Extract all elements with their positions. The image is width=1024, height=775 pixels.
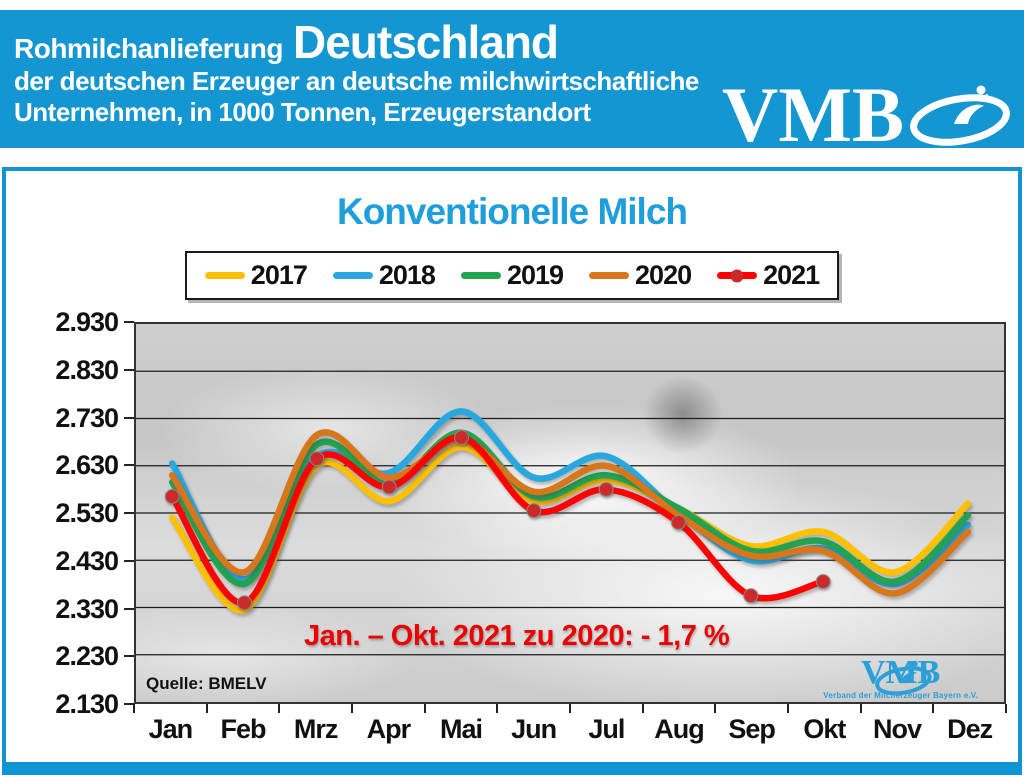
y-axis-label: 2.730: [55, 402, 119, 433]
vmb-logo-text: VMB: [722, 71, 904, 158]
x-axis-label-feb: Feb: [220, 714, 266, 744]
y-axis-label: 2.530: [55, 498, 119, 528]
x-axis-tick: [787, 704, 789, 713]
y-axis-label: 2.330: [55, 593, 119, 624]
chart-panel: Konventionelle Milch 2017 2018 2019 2020 202…: [2, 167, 1022, 775]
y-axis-tick: [124, 703, 134, 705]
x-axis-label-apr: Apr: [366, 714, 411, 744]
legend-item-2021: 2021: [717, 260, 820, 291]
x-axis-tick: [714, 704, 717, 713]
x-axis-label-nov: Nov: [872, 714, 922, 744]
legend-swatch-2017: [204, 272, 245, 279]
source-label: Quelle: BMELV: [146, 674, 267, 693]
legend-label-2019: 2019: [506, 260, 564, 290]
x-axis-tick: [205, 704, 208, 713]
annotation: Jan. – Okt. 2021 zu 2020: - 1,7 %: [304, 620, 730, 652]
legend-item-2020: 2020: [589, 260, 692, 291]
x-axis-label-sep: Sep: [728, 714, 776, 744]
y-axis-tick: [124, 321, 134, 323]
y-axis-label: 2.430: [55, 545, 119, 576]
legend-swatch-2020: [589, 272, 630, 279]
vmb-logo: VMB: [722, 76, 1012, 154]
legend-item-2017: 2017: [204, 260, 308, 291]
data-point-2021: [454, 429, 469, 445]
data-point-2021: [526, 503, 542, 519]
x-axis-label-jun: Jun: [511, 714, 557, 744]
x-axis-label-jul: Jul: [588, 714, 625, 744]
y-axis-label: 2.630: [55, 450, 119, 481]
header-title-line: Rohmilchanlieferung Deutschland: [14, 18, 1024, 66]
x-axis-tick: [641, 704, 644, 713]
header-banner: Rohmilchanlieferung Deutschland der deuts…: [0, 10, 1024, 154]
y-axis-label: 2.830: [55, 354, 119, 385]
line-chart: [136, 370, 1004, 656]
legend: 2017 2018 2019 2020 2021: [184, 251, 840, 300]
y-axis-tick: [124, 655, 134, 658]
legend-label-2017: 2017: [250, 260, 308, 290]
x-axis-tick: [351, 704, 353, 713]
x-axis-label-mrz: Mrz: [293, 714, 338, 744]
legend-swatch-2018: [332, 272, 373, 279]
data-point-2021: [671, 515, 686, 530]
data-point-2021: [598, 481, 614, 497]
series-line-2020: [168, 429, 972, 597]
legend-label-2018: 2018: [378, 260, 436, 290]
chart-area: Jan. – Okt. 2021 zu 2020: - 1,7 % Quelle…: [6, 307, 1018, 772]
y-axis-tick: [124, 416, 134, 419]
x-axis-label-mai: Mai: [439, 714, 483, 744]
data-point-2021: [815, 574, 831, 589]
header-title-large: Deutschland: [292, 16, 559, 68]
header-subtitle-1: der deutschen Erzeuger an deutsche milch…: [14, 66, 699, 97]
legend-label-2021: 2021: [763, 260, 820, 290]
x-axis-label-dez: Dez: [947, 714, 993, 744]
x-axis-tick: [932, 704, 935, 713]
legend-swatch-2019: [460, 272, 501, 279]
legend-swatch-2021: [717, 269, 758, 282]
y-axis-label: 2.130: [55, 689, 119, 719]
x-axis-tick: [859, 704, 862, 713]
chart-title: Konventionelle Milch: [336, 191, 688, 232]
y-axis-tick: [124, 607, 134, 610]
x-axis-tick: [133, 704, 135, 713]
x-axis-label-jan: Jan: [148, 714, 194, 744]
y-axis-label: 2.230: [55, 641, 119, 672]
y-axis-tick: [124, 559, 134, 562]
y-axis-tick: [124, 368, 134, 371]
x-axis-tick: [496, 704, 499, 713]
header-subtitle-2: Unternehmen, in 1000 Tonnen, Erzeugersta…: [14, 96, 591, 127]
x-axis-tick: [569, 704, 571, 713]
data-point-2021: [743, 588, 759, 604]
series-line-2019: [168, 429, 972, 588]
data-point-2021: [237, 595, 252, 611]
vmb-ellipse-icon: [910, 85, 1010, 146]
x-axis-tick: [1005, 704, 1007, 713]
vmb-ellipse-icon-small: [875, 661, 932, 696]
data-point-2021: [381, 479, 397, 495]
data-point-2021: [309, 451, 325, 467]
vmb-logo-small: VMB Verband der Milcherzeuger Bayern e.V…: [823, 656, 978, 701]
legend-marker-dot: [730, 269, 744, 282]
header-title-small: Rohmilchanlieferung: [14, 33, 283, 64]
y-axis-tick: [124, 464, 134, 467]
legend-item-2019: 2019: [460, 260, 564, 291]
vmb-logo-subtext: Verband der Milcherzeuger Bayern e.V.: [823, 691, 978, 700]
x-axis-label-aug: Aug: [654, 714, 704, 744]
x-axis-tick: [278, 704, 281, 713]
legend-label-2020: 2020: [635, 260, 692, 290]
y-axis-tick: [124, 512, 134, 514]
data-point-2021: [164, 489, 180, 504]
y-axis-label: 2.930: [55, 307, 119, 337]
x-axis-tick: [423, 704, 426, 713]
legend-item-2018: 2018: [332, 260, 436, 291]
x-axis-label-okt: Okt: [803, 714, 846, 744]
plot-area: Jan. – Okt. 2021 zu 2020: - 1,7 % Quelle…: [134, 322, 1006, 704]
vmb-logo-small-row: VMB: [823, 656, 978, 696]
